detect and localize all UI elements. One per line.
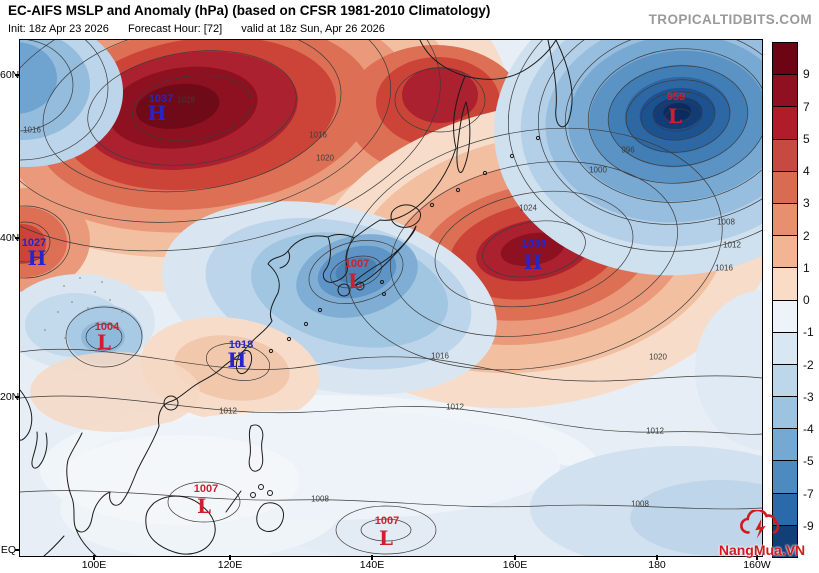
colorbar-segment <box>773 107 797 140</box>
lon-tick <box>371 555 373 560</box>
lat-label: 40N <box>0 232 20 244</box>
cloud-lightning-icon <box>740 508 780 539</box>
lat-tick <box>15 396 20 398</box>
colorbar-segment <box>773 75 797 108</box>
terrain-speckles <box>44 269 123 339</box>
colorbar-segment <box>773 139 797 172</box>
valid-time: valid at 18z Sun, Apr 26 2026 <box>241 23 385 35</box>
coastlines <box>20 40 573 556</box>
colorbar-tick-label: -1 <box>803 325 814 340</box>
colorbar-segment <box>773 171 797 204</box>
lat-label: 20N <box>0 391 20 403</box>
colorbar-tick-label: -2 <box>803 357 814 372</box>
colorbar-segment <box>773 332 797 365</box>
lon-label: 100E <box>81 559 107 571</box>
anomaly-map-svg <box>20 40 762 556</box>
colorbar-segment <box>773 461 797 494</box>
lat-tick <box>15 237 20 239</box>
lat-tick <box>15 74 20 76</box>
lon-tick <box>229 555 231 560</box>
isobar-contours <box>20 40 762 555</box>
colorbar-tick-label: 9 <box>803 67 810 82</box>
lat-label: 60N <box>0 69 20 81</box>
lon-label: 180 <box>648 559 666 571</box>
colorbar-tick-label: 3 <box>803 196 810 211</box>
colorbar-segment <box>773 397 797 430</box>
colorbar-segment <box>773 300 797 333</box>
colorbar-tick-label: 5 <box>803 131 810 146</box>
lon-tick <box>656 555 658 560</box>
lon-tick <box>514 555 516 560</box>
colorbar-segment <box>773 203 797 237</box>
colorbar-tick-label: -5 <box>803 454 814 469</box>
brand-name: NangMua.VN <box>718 542 806 558</box>
site-watermark: TROPICALTIDBITS.COM <box>648 12 812 27</box>
lon-label: 140E <box>359 559 385 571</box>
lon-label: 160W <box>743 559 771 571</box>
lon-tick <box>756 555 758 560</box>
colorbar-tick-label: 1 <box>803 260 810 275</box>
colorbar-segment <box>773 429 797 462</box>
lon-label: 160E <box>502 559 528 571</box>
colorbar-tick-label: 0 <box>803 293 810 307</box>
lon-tick <box>93 555 95 560</box>
forecast-hour: Forecast Hour: [72] <box>127 23 223 35</box>
lon-label: 120E <box>217 559 243 571</box>
colorbar-tick-label: -4 <box>803 422 814 436</box>
colorbar-tick-label: -9 <box>803 518 814 533</box>
colorbar-segment <box>773 364 797 398</box>
colorbar-tick-label: 2 <box>803 228 810 243</box>
run-info: Init: 18z Apr 23 2026 Forecast Hour: [72… <box>8 23 401 35</box>
anomaly-field <box>20 40 762 556</box>
colorbar-segment <box>773 268 797 301</box>
colorbar-tick-label: -7 <box>803 486 814 501</box>
colorbar-tick-label: -3 <box>803 389 814 404</box>
colorbar-tick-label: 4 <box>803 164 810 178</box>
colorbar-segment <box>773 43 797 76</box>
lat-tick <box>15 549 20 551</box>
colorbar-segment <box>773 493 797 526</box>
colorbar-tick-label: 7 <box>803 99 810 114</box>
brand-watermark: NangMua.VN <box>706 508 818 558</box>
init-time: Init: 18z Apr 23 2026 <box>8 23 109 35</box>
map-canvas <box>19 39 763 557</box>
colorbar-segment <box>773 236 797 269</box>
lat-label: EQ <box>0 544 16 556</box>
page-title: EC-AIFS MSLP and Anomaly (hPa) (based on… <box>8 3 491 18</box>
colorbar <box>772 42 798 558</box>
